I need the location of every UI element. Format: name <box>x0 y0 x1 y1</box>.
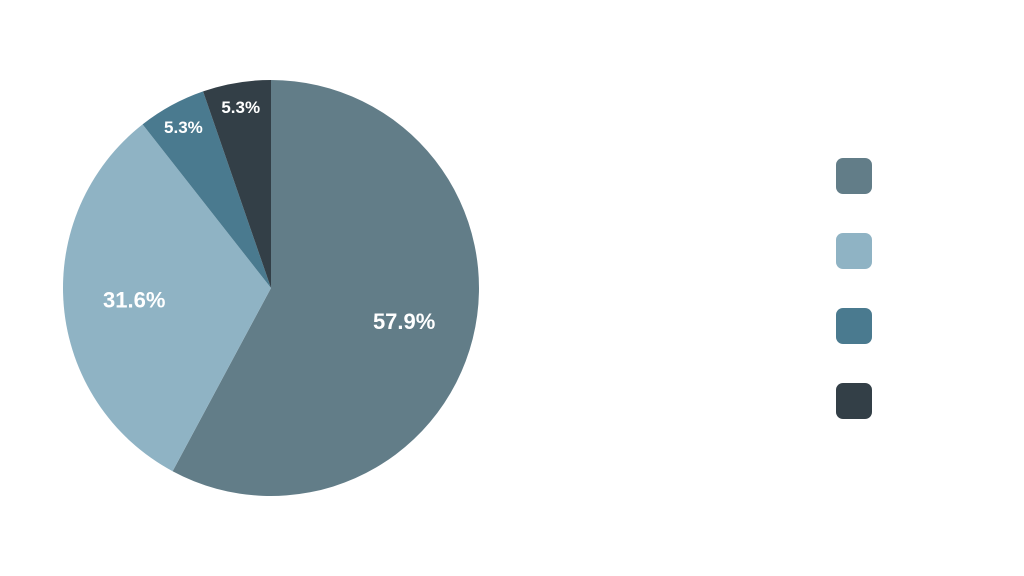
pie-slices <box>63 80 480 496</box>
legend-item-1 <box>836 158 872 194</box>
pie-slice-3 <box>142 91 271 289</box>
legend-swatch-1 <box>836 158 872 194</box>
pie-slice-label-1: 57.9% <box>373 309 435 334</box>
pie-labels: 57.9% 31.6% 5.3% 5.3% <box>103 98 435 334</box>
pie-slice-label-4: 5.3% <box>221 98 260 117</box>
legend-swatch-2 <box>836 233 872 269</box>
pie-slice-label-3: 5.3% <box>164 118 203 137</box>
legend-swatch-3 <box>836 308 872 344</box>
pie-slice-4 <box>203 80 271 288</box>
legend-item-4 <box>836 383 872 419</box>
legend <box>836 158 872 419</box>
pie-slice-2 <box>63 124 272 472</box>
pie-slice-1 <box>172 80 480 496</box>
legend-item-3 <box>836 308 872 344</box>
legend-swatch-4 <box>836 383 872 419</box>
legend-item-2 <box>836 233 872 269</box>
pie-slice-label-2: 31.6% <box>103 287 165 312</box>
